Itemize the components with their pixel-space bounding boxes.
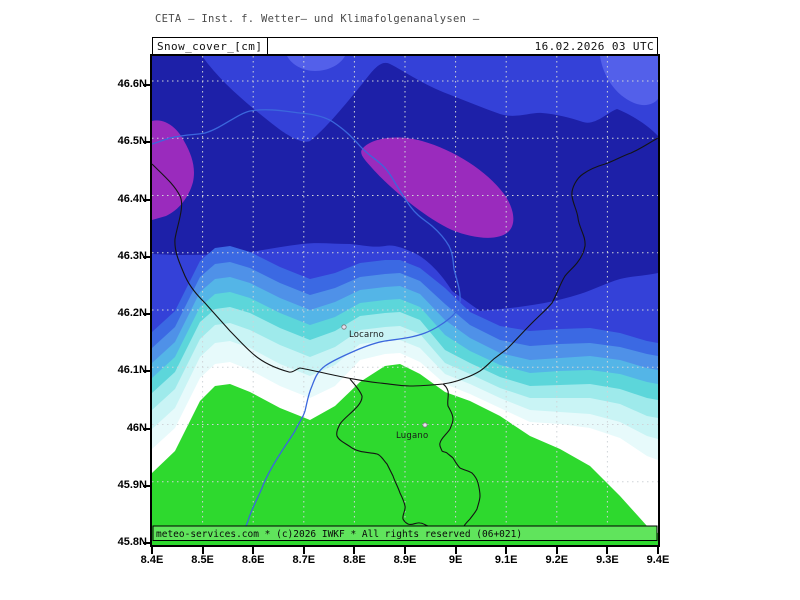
lon-tick-mark (302, 547, 305, 554)
lon-tick-label: 8.8E (343, 554, 366, 566)
border-lugano-east (439, 383, 481, 537)
lugano-dot-icon (422, 422, 428, 428)
lon-tick-label: 8.5E (191, 554, 214, 566)
page-title: CETA — Inst. f. Wetter— und Klimafolgena… (155, 13, 480, 25)
product-label: Snow_cover_[cm] (157, 40, 263, 53)
city-label-lugano: Lugano (396, 431, 428, 441)
locarno-dot-icon (341, 324, 347, 330)
border-main (152, 137, 658, 387)
lat-tick-mark (143, 370, 152, 373)
lat-tick-mark (143, 141, 152, 144)
city-marker-locarno: Locarno (341, 324, 384, 340)
lon-tick-mark (353, 547, 356, 554)
lon-tick-label: 8.7E (292, 554, 316, 566)
lon-tick-mark (606, 547, 609, 554)
lat-tick-mark (143, 313, 152, 315)
lon-tick-mark (505, 547, 508, 554)
lat-tick-label: 46.5N (117, 135, 147, 148)
lat-tick-label: 46.2N (117, 307, 147, 319)
fill-light-blue-patch-top-right (600, 56, 658, 106)
graticule-gridlines (152, 56, 658, 526)
lat-tick-label: 45.9N (117, 478, 147, 491)
lon-tick-label: 8.4E (140, 554, 164, 566)
snow-cover-map: meteo-services.com * (c)2026 IWKF * All … (152, 56, 658, 545)
lon-tick-mark (252, 547, 255, 554)
copyright-text: meteo-services.com * (c)2026 IWKF * All … (156, 529, 522, 540)
lat-tick-label: 46N (126, 421, 147, 434)
lon-tick-mark (657, 547, 659, 554)
map-plot-area: meteo-services.com * (c)2026 IWKF * All … (150, 54, 660, 547)
lon-tick-label: 9.3E (596, 554, 619, 566)
lat-tick-mark (143, 427, 152, 430)
fill-magenta-blob-center (361, 137, 514, 238)
city-marker-lugano: Lugano (396, 422, 428, 441)
lon-tick-mark (404, 547, 406, 554)
lat-tick-mark (143, 484, 152, 487)
lat-tick-label: 46.6N (117, 78, 147, 90)
valid-datetime: 16.02.2026 03 UTC (534, 40, 654, 53)
border-lugano-west (336, 378, 449, 537)
lat-tick-label: 46.4N (117, 192, 147, 205)
lon-tick-mark (555, 547, 558, 554)
lat-tick-mark (143, 84, 152, 86)
lon-tick-mark (151, 547, 153, 554)
lon-tick-mark (201, 547, 204, 554)
lon-tick-label: 8.6E (241, 554, 265, 566)
fill-green-no-snow (152, 364, 658, 545)
copyright-bar (152, 525, 658, 541)
lon-tick-label: 9.1E (494, 554, 518, 566)
lon-tick-label: 8.9E (393, 554, 417, 566)
lon-tick-mark (454, 547, 457, 554)
lat-tick-mark (143, 542, 152, 544)
lat-tick-label: 46.3N (117, 249, 147, 262)
river-line (152, 109, 461, 542)
lat-tick-mark (143, 198, 152, 201)
lon-tick-label: 9.2E (545, 554, 569, 566)
lat-tick-mark (143, 255, 152, 258)
lat-tick-label: 45.8N (117, 536, 147, 548)
lon-tick-label: 9.4E (646, 554, 670, 566)
lat-tick-label: 46.1N (117, 364, 147, 377)
city-label-locarno: Locarno (349, 330, 384, 340)
fill-light-blue-patch-top-center (287, 56, 345, 71)
lon-tick-label: 9E (448, 554, 463, 566)
header-divider (267, 38, 268, 55)
